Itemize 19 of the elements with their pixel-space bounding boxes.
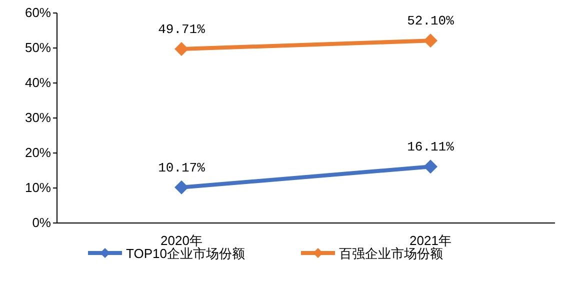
data-label: 16.11% [407, 140, 454, 155]
x-tick-label: 2020年 [160, 233, 202, 248]
point [174, 42, 188, 56]
data-label: 52.10% [407, 14, 454, 29]
data-label: 10.17% [158, 160, 206, 176]
y-tick-label: 40% [24, 75, 52, 90]
legend-label: TOP10企业市场份额 [126, 246, 245, 261]
y-tick-label: 30% [24, 110, 52, 125]
point [424, 160, 438, 174]
y-tick-label: 60% [24, 5, 52, 20]
y-tick-label: 20% [24, 145, 52, 160]
legend-label: 百强企业市场份额 [339, 246, 443, 261]
x-tick-label: 2021年 [410, 233, 452, 248]
y-tick-label: 50% [24, 40, 52, 55]
point [424, 34, 438, 48]
y-tick-label: 0% [32, 215, 52, 230]
data-label: 49.71% [158, 22, 206, 38]
y-tick-label: 10% [24, 180, 52, 195]
point [174, 180, 188, 194]
